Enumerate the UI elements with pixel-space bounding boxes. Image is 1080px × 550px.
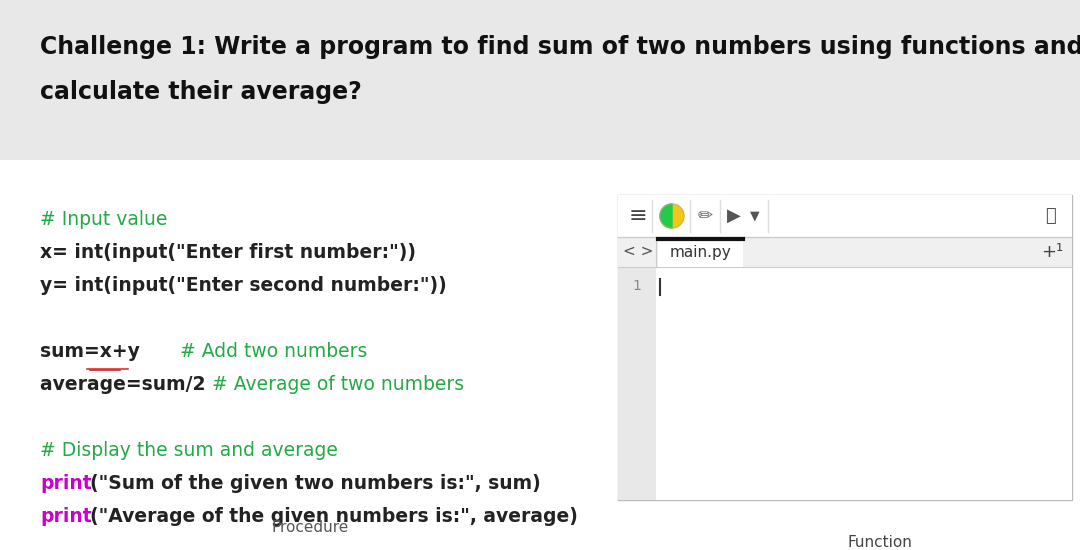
- FancyBboxPatch shape: [618, 237, 1072, 267]
- Text: sum=x+y: sum=x+y: [40, 342, 140, 361]
- Text: ≡: ≡: [629, 206, 647, 226]
- Text: Challenge 1: Write a program to find sum of two numbers using functions and: Challenge 1: Write a program to find sum…: [40, 35, 1080, 59]
- Text: # Add two numbers: # Add two numbers: [180, 342, 367, 361]
- FancyBboxPatch shape: [618, 195, 1072, 237]
- Text: ✏: ✏: [698, 207, 713, 225]
- FancyBboxPatch shape: [0, 0, 1080, 160]
- Text: Procedure: Procedure: [271, 520, 349, 535]
- Text: calculate their average?: calculate their average?: [40, 80, 362, 104]
- Text: y= int(input("Enter second number:")): y= int(input("Enter second number:")): [40, 276, 447, 295]
- Text: ("Sum of the given two numbers is:", sum): ("Sum of the given two numbers is:", sum…: [90, 474, 541, 493]
- Text: main.py: main.py: [670, 245, 731, 260]
- Text: average=sum/2: average=sum/2: [40, 375, 212, 394]
- Text: print: print: [40, 474, 92, 493]
- Text: # Average of two numbers: # Average of two numbers: [212, 375, 464, 394]
- FancyBboxPatch shape: [618, 267, 656, 500]
- Text: 1: 1: [633, 279, 642, 293]
- Text: +¹: +¹: [1041, 243, 1063, 261]
- Text: x= int(input("Enter first number:")): x= int(input("Enter first number:")): [40, 243, 416, 262]
- Text: ("Average of the given numbers is:", average): ("Average of the given numbers is:", ave…: [90, 507, 578, 526]
- FancyBboxPatch shape: [656, 267, 1072, 500]
- FancyBboxPatch shape: [618, 195, 1072, 500]
- Text: # Display the sum and average: # Display the sum and average: [40, 441, 338, 460]
- Text: print: print: [40, 507, 92, 526]
- Text: ▼: ▼: [751, 210, 760, 223]
- Text: # Input value: # Input value: [40, 210, 167, 229]
- Text: ▶: ▶: [727, 207, 741, 225]
- Text: 🖫: 🖫: [1044, 207, 1055, 225]
- FancyBboxPatch shape: [658, 237, 743, 267]
- Polygon shape: [660, 204, 672, 228]
- Circle shape: [660, 204, 684, 228]
- Text: Function: Function: [848, 535, 913, 550]
- Text: < >: < >: [623, 245, 653, 260]
